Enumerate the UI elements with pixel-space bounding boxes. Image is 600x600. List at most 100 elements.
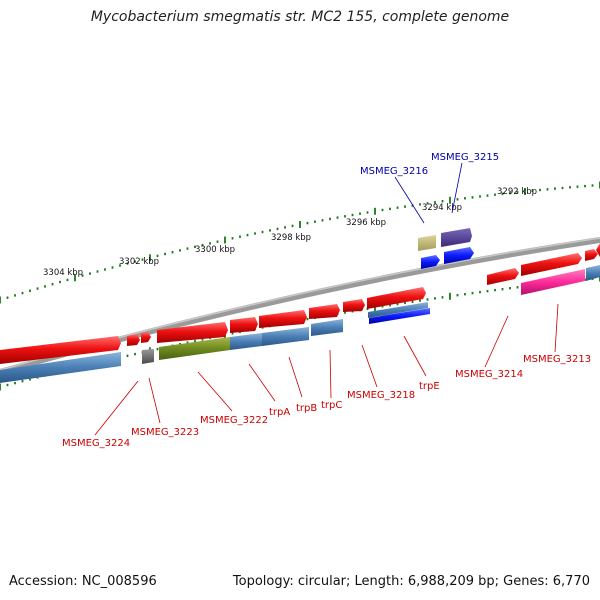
scale-label: 3304 kbp [43,268,83,278]
minor-tick [21,380,24,383]
minor-tick [261,230,264,234]
leader-line [451,162,463,214]
minor-tick [471,196,474,199]
gene-arrow[interactable] [259,310,307,328]
minor-tick [509,287,511,290]
minor-tick [134,352,136,356]
gene-arrow[interactable] [141,332,151,343]
gene-label[interactable]: MSMEG_3224 [62,438,130,449]
minor-tick [171,251,174,254]
minor-tick [104,268,106,271]
gene-arrow[interactable] [343,299,365,312]
cds-bar[interactable] [586,265,600,281]
leader-line [94,380,139,436]
major-tick [374,207,376,215]
major-tick [0,383,1,391]
minor-tick [276,227,279,231]
leader-line [361,344,378,388]
minor-tick [246,233,249,237]
minor-tick [254,232,256,235]
gene-label[interactable]: trpB [296,403,317,414]
leader-line [403,335,427,377]
major-tick [74,274,76,282]
minor-tick [561,186,564,190]
leader-line [148,377,161,424]
minor-tick [359,212,361,215]
gene-arrow[interactable] [127,334,140,346]
minor-tick [194,339,196,343]
minor-tick [441,200,444,203]
cds-bar[interactable] [311,319,343,336]
upper-genes [418,228,474,269]
gene-arrow[interactable] [444,247,474,264]
gene-label[interactable]: MSMEG_3222 [200,415,268,426]
minor-tick [51,283,54,286]
gene-arrow[interactable] [521,253,582,276]
minor-tick [66,278,69,282]
cds-bar[interactable] [368,302,428,318]
minor-tick [141,258,144,261]
gene-label[interactable]: MSMEG_3216 [360,166,428,177]
gene-arrow[interactable] [230,317,258,333]
gene-label[interactable]: trpC [321,400,342,411]
minor-tick [381,208,384,212]
gene-block-msmeg-3216[interactable] [418,235,436,251]
minor-tick [546,188,549,191]
gene-arrow[interactable] [157,322,228,343]
gene-arrow[interactable] [309,304,340,319]
minor-tick [396,206,399,209]
gene-block[interactable] [159,337,230,360]
gene-arrow[interactable] [487,268,519,285]
minor-tick [89,272,91,275]
minor-tick [426,298,429,301]
minor-tick [336,216,339,219]
minor-tick [164,252,166,256]
minor-tick [81,274,84,277]
minor-tick [426,202,429,205]
minor-tick [6,383,9,387]
gene-arrow[interactable] [0,336,121,364]
genome-title: Mycobacterium smegmatis str. MC2 155, co… [90,9,510,25]
gene-arrow[interactable] [585,249,598,261]
gene-label[interactable]: trpE [419,381,440,392]
minor-tick [21,291,24,295]
gene-label[interactable]: trpA [269,407,290,418]
gene-block[interactable] [521,269,585,295]
minor-tick [464,293,466,296]
cds-bar[interactable] [0,352,121,383]
minor-tick [209,242,211,245]
minor-tick [29,289,31,292]
scale-labels: 3304 kbp 3302 kbp 3300 kbp 3298 kbp 3296… [43,187,537,278]
gene-label[interactable]: MSMEG_3218 [347,390,415,401]
minor-tick [576,185,579,188]
gene-label[interactable]: MSMEG_3215 [431,152,499,163]
gene-block[interactable] [369,308,430,324]
minor-tick [479,195,481,198]
minor-tick [14,294,16,297]
gene-arrow[interactable] [367,287,426,309]
gene-block-msmeg-3215[interactable] [441,228,472,247]
gene-arrow[interactable] [421,255,440,269]
minor-tick [501,288,504,291]
scale-label: 3302 kbp [119,257,159,267]
minor-tick [569,186,571,189]
cds-bar[interactable] [262,327,309,346]
minor-tick [231,237,234,240]
leader-line [329,349,332,399]
major-tick [449,292,451,300]
minor-tick [239,235,241,238]
gene-block[interactable] [142,349,154,364]
cds-bar[interactable] [230,333,262,350]
outer-scale-ring [0,181,600,304]
minor-tick [269,229,271,232]
gene-label[interactable]: MSMEG_3213 [523,354,591,365]
minor-tick [411,300,414,303]
gene-arrow[interactable] [596,243,600,257]
minor-tick [329,217,331,221]
gene-label[interactable]: MSMEG_3214 [455,369,523,380]
minor-tick [156,254,159,258]
gene-label[interactable]: MSMEG_3223 [131,427,199,438]
minor-tick [201,338,204,341]
label-leader-lines [94,162,559,436]
